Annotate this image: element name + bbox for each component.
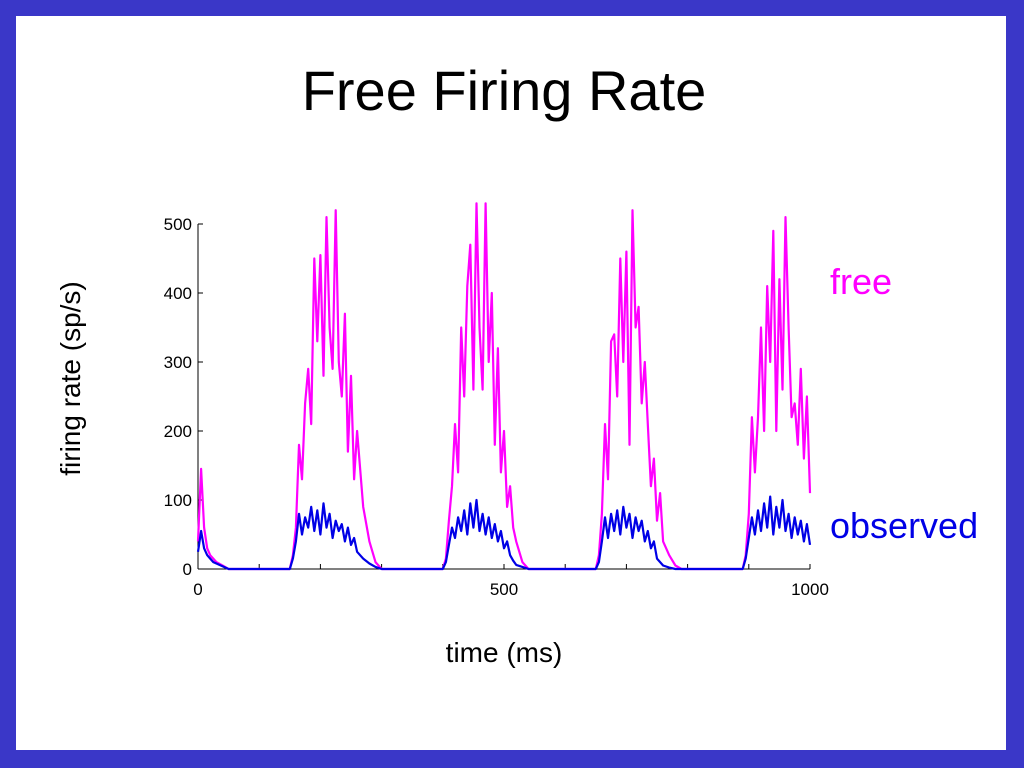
series-label-observed: observed: [830, 505, 978, 546]
series-line-observed: [196, 495, 812, 571]
y-tick-label: 100: [164, 491, 192, 510]
x-tick-label: 1000: [791, 580, 829, 599]
slide: [16, 16, 1006, 750]
y-tick-label: 200: [164, 422, 192, 441]
x-tick-label: 500: [490, 580, 518, 599]
y-tick-label: 500: [164, 215, 192, 234]
y-tick-label: 400: [164, 284, 192, 303]
y-tick-label: 300: [164, 353, 192, 372]
series-label-free: free: [830, 261, 892, 302]
x-tick-label: 0: [193, 580, 202, 599]
slide-title: Free Firing Rate: [301, 59, 707, 122]
y-axis-label: firing rate (sp/s): [55, 281, 86, 476]
series-line-free: [196, 202, 812, 571]
x-axis-label: time (ms): [446, 637, 563, 668]
y-tick-label: 0: [183, 560, 192, 579]
